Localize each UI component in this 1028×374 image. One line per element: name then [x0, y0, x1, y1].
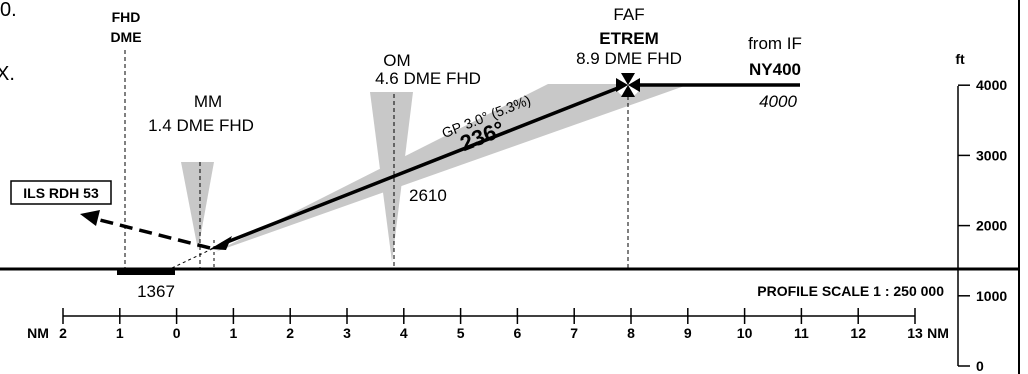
nm-tick-label: 8: [627, 325, 635, 341]
om-crossing-altitude: 2610: [409, 186, 447, 205]
ils-rdh-label: ILS RDH 53: [23, 185, 99, 201]
if-fix-name: NY400: [749, 60, 801, 79]
nm-tick-label: 2: [286, 325, 294, 341]
nm-tick-label: 11: [794, 325, 809, 341]
faf-cross-icon: [616, 73, 640, 97]
nm-unit-right: NM: [927, 325, 949, 341]
altitude-tick-label: 2000: [976, 218, 1007, 234]
dme-label: DME: [110, 29, 141, 45]
faf-label: FAF: [613, 5, 644, 24]
nm-tick-label: 5: [457, 325, 465, 341]
om-dme-label: 4.6 DME FHD: [375, 69, 481, 88]
if-label: from IF: [748, 34, 802, 53]
nm-tick-label: 9: [684, 325, 692, 341]
altitude-scale: 4000 3000 2000 1000 0 ft: [955, 51, 1007, 374]
threshold-elevation: 1367: [137, 282, 175, 301]
missed-approach-arrowhead: [80, 210, 100, 226]
nm-tick-label: 2: [59, 325, 67, 341]
profile-scale-label: PROFILE SCALE 1 : 250 000: [757, 283, 944, 299]
ils-rdh-box: [10, 180, 112, 205]
nm-tick-label: 3: [343, 325, 351, 341]
om-label: OM: [383, 51, 410, 70]
fragment-mid-left: X.: [0, 63, 15, 85]
altitude-tick-label: 1000: [976, 288, 1007, 304]
glidepath-extension-dashed: [171, 247, 215, 269]
nm-tick-label: 10: [737, 325, 753, 341]
altitude-unit-label: ft: [955, 51, 965, 67]
missed-approach-line: [91, 216, 211, 250]
nm-tick-label: 1: [116, 325, 124, 341]
nm-tick-label: 0: [173, 325, 181, 341]
glidepath-line: [221, 86, 619, 246]
nm-tick-label: 4: [400, 325, 408, 341]
mm-label: MM: [194, 92, 222, 111]
faf-fix-name: ETREM: [599, 29, 659, 48]
nm-tick-label: 6: [514, 325, 522, 341]
nm-tick-label: 13: [907, 325, 923, 341]
glidepath-arrowhead: [210, 236, 232, 250]
nm-scale: 2 1 0 1 2 3 4 5 6 7 8 9 10 11 12 13 NM NM: [27, 308, 949, 341]
mm-marker-cone: [181, 162, 214, 250]
fragment-top-left: 0.: [0, 0, 17, 21]
nm-tick-label: 1: [230, 325, 238, 341]
if-altitude: 4000: [759, 92, 797, 111]
mm-dme-label: 1.4 DME FHD: [148, 116, 254, 135]
glideslope-envelope: [215, 84, 690, 252]
runway-bar: [117, 268, 175, 275]
altitude-tick-label: 4000: [976, 77, 1007, 93]
nm-tick-label: 12: [850, 325, 866, 341]
altitude-tick-label: 0: [976, 358, 984, 374]
nm-tick-label: 7: [570, 325, 578, 341]
nm-unit-left: NM: [27, 325, 49, 341]
fhd-label: FHD: [112, 9, 141, 25]
altitude-tick-label: 3000: [976, 147, 1007, 163]
faf-dme-label: 8.9 DME FHD: [576, 49, 682, 68]
